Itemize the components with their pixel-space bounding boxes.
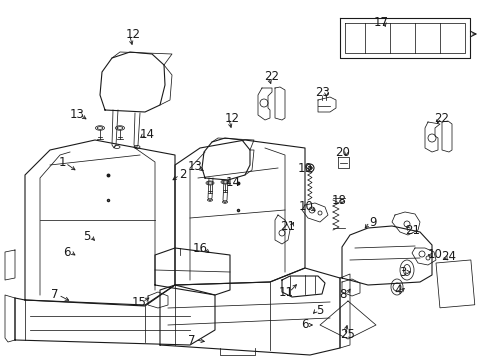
- Text: 25: 25: [340, 328, 355, 342]
- Ellipse shape: [222, 181, 227, 183]
- Text: 21: 21: [405, 224, 420, 237]
- Text: 18: 18: [331, 194, 346, 207]
- Text: 10: 10: [427, 248, 442, 261]
- Text: 8: 8: [339, 288, 346, 302]
- Text: 22: 22: [434, 112, 448, 125]
- Text: 5: 5: [316, 303, 323, 316]
- Text: 3: 3: [399, 266, 406, 279]
- Text: 14: 14: [225, 175, 240, 189]
- Text: 7: 7: [51, 288, 59, 302]
- Text: 22: 22: [264, 71, 279, 84]
- Text: 10: 10: [298, 201, 313, 213]
- Text: 12: 12: [125, 28, 140, 41]
- Text: 13: 13: [69, 108, 84, 122]
- Text: 24: 24: [441, 251, 456, 264]
- Text: 23: 23: [315, 85, 330, 99]
- Text: 2: 2: [179, 168, 186, 181]
- Text: 19: 19: [297, 162, 312, 175]
- Ellipse shape: [403, 265, 409, 275]
- Text: 21: 21: [280, 220, 295, 234]
- Text: 15: 15: [131, 296, 146, 309]
- Text: 16: 16: [192, 242, 207, 255]
- Ellipse shape: [207, 182, 212, 184]
- Text: 17: 17: [373, 15, 387, 28]
- Text: 5: 5: [83, 230, 90, 243]
- Text: 6: 6: [301, 319, 308, 332]
- Text: 14: 14: [139, 129, 154, 141]
- Ellipse shape: [117, 127, 122, 129]
- Text: 20: 20: [335, 145, 350, 158]
- Text: 4: 4: [393, 284, 401, 297]
- Text: 9: 9: [368, 216, 376, 229]
- Ellipse shape: [97, 127, 102, 129]
- Text: 12: 12: [224, 112, 239, 125]
- Text: 6: 6: [63, 246, 71, 258]
- Text: 13: 13: [187, 161, 202, 174]
- Text: 1: 1: [58, 157, 65, 170]
- Text: 7: 7: [188, 333, 195, 346]
- Text: 11: 11: [278, 285, 293, 298]
- Bar: [435, 260, 474, 308]
